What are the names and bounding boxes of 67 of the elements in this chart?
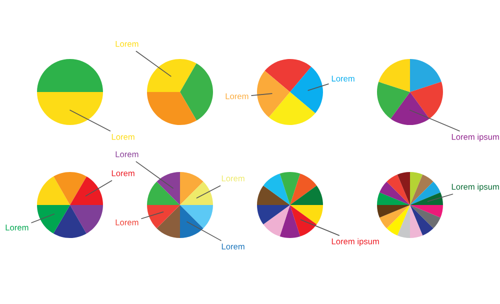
pie-slice [264, 59, 312, 92]
pie-slice [290, 205, 323, 224]
pie-slice [290, 174, 317, 205]
pie-slice [147, 205, 180, 228]
pie-slice [410, 205, 423, 238]
pie-slice [180, 172, 204, 205]
pie-slice [410, 192, 443, 205]
slice-label: Lorem ipsum [452, 184, 499, 192]
pie-slice [147, 92, 197, 125]
pie-slice [280, 205, 300, 238]
slice-label: Lorem [6, 224, 28, 230]
pie-slice [37, 176, 70, 205]
pie-slice [180, 182, 213, 205]
pie-slice [380, 182, 410, 205]
pie-slice [70, 176, 103, 205]
pie-slice [180, 205, 213, 228]
pie-slice [147, 59, 196, 92]
pie-slice [410, 205, 443, 218]
slice-label: Lorem [116, 41, 138, 47]
slice-label: Lorem ipsum [332, 238, 379, 246]
pie-slice [257, 70, 290, 118]
slice-label: Lorem ipsum [452, 134, 499, 142]
pie-slice [397, 205, 410, 238]
pie-slice [180, 205, 204, 238]
pie-slice [290, 66, 323, 114]
pie-slice [268, 92, 316, 125]
pie-slice [410, 182, 440, 205]
pie-slice [147, 182, 180, 205]
pie-slice [290, 186, 323, 205]
pie-slice [290, 205, 317, 236]
pie-slice [410, 174, 434, 205]
pie-slice [410, 205, 434, 236]
pie-slice [397, 172, 410, 205]
pie-slice [180, 63, 213, 121]
slice-label: Lorem [222, 244, 244, 250]
pie-slice [280, 172, 300, 205]
pie-slice [257, 205, 290, 224]
pie-slice [263, 174, 290, 205]
pie-slice [53, 205, 86, 238]
slice-label: Lorem [112, 170, 134, 176]
pie-slice [378, 59, 410, 92]
slice-label: Lorem [112, 134, 134, 140]
pie-slice [410, 172, 423, 205]
pie-slice [156, 205, 180, 238]
pie-slice [390, 92, 430, 125]
slice-label: Lorem [116, 220, 138, 226]
pie-slice [37, 59, 103, 92]
pie-slice [54, 172, 87, 205]
pie-slice [156, 172, 180, 205]
pie-slice [263, 205, 290, 236]
slice-label: Lorem [226, 93, 248, 100]
pie-slice [386, 174, 410, 205]
pie-slice [410, 205, 440, 228]
pie-slice [377, 192, 410, 205]
pie-slice [410, 59, 442, 92]
pie-slice [377, 82, 410, 119]
pie-slice [386, 205, 410, 236]
pie-slice [37, 92, 103, 125]
pie-slice [37, 205, 70, 234]
slice-label: Lorem [332, 76, 354, 82]
slice-label: Lorem [116, 151, 138, 158]
pie-slice [257, 186, 290, 205]
pie-slice [70, 205, 103, 234]
pie-slice [377, 205, 410, 218]
slice-label: Lorem [222, 176, 244, 182]
pie-slice [410, 82, 443, 119]
pie-slice [380, 205, 410, 228]
